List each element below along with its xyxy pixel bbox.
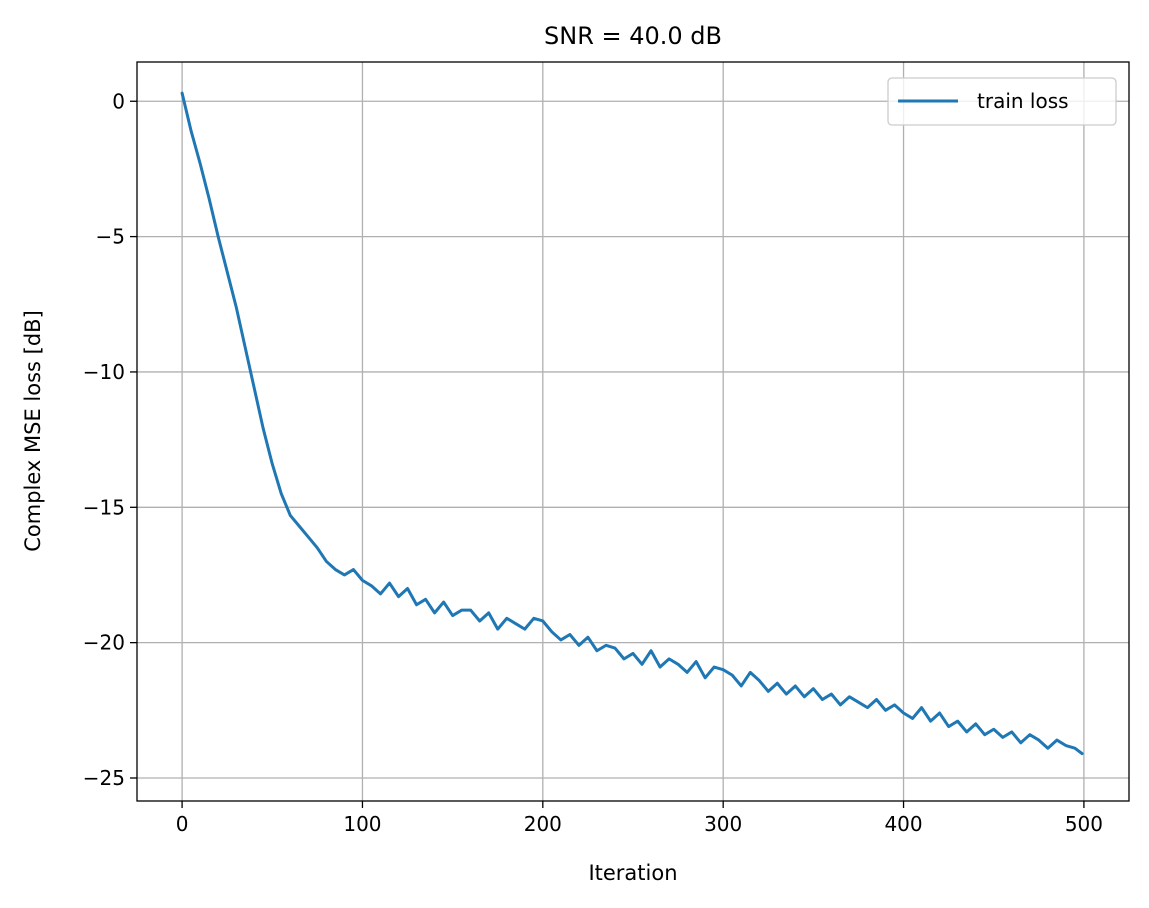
x-tick-label: 200	[524, 812, 562, 836]
y-tick-label: 0	[112, 89, 125, 113]
x-tick-label: 400	[884, 812, 922, 836]
chart-title: SNR = 40.0 dB	[544, 22, 722, 50]
tick-layer: 0 100 200 300 400 500 0 −5 −10 −15 −20 −25	[83, 89, 1103, 836]
x-axis-label: Iteration	[588, 861, 677, 885]
y-tick-label: −25	[83, 766, 125, 790]
y-axis-label: Complex MSE loss [dB]	[21, 310, 45, 552]
x-tick-label: 300	[704, 812, 742, 836]
legend: train loss	[887, 77, 1117, 126]
x-tick-label: 0	[176, 812, 189, 836]
series-line-train-loss	[180, 91, 1084, 756]
legend-box	[887, 77, 1117, 126]
y-tick-label: −20	[83, 631, 125, 655]
x-tick-label: 500	[1065, 812, 1103, 836]
y-tick-label: −15	[83, 495, 125, 519]
y-tick-label: −10	[83, 360, 125, 384]
grid	[137, 62, 1129, 801]
legend-label-train-loss: train loss	[977, 89, 1069, 113]
x-tick-label: 100	[343, 812, 381, 836]
plot-frame	[136, 61, 1130, 802]
series-layer	[180, 91, 1084, 756]
y-tick-label: −5	[96, 225, 125, 249]
